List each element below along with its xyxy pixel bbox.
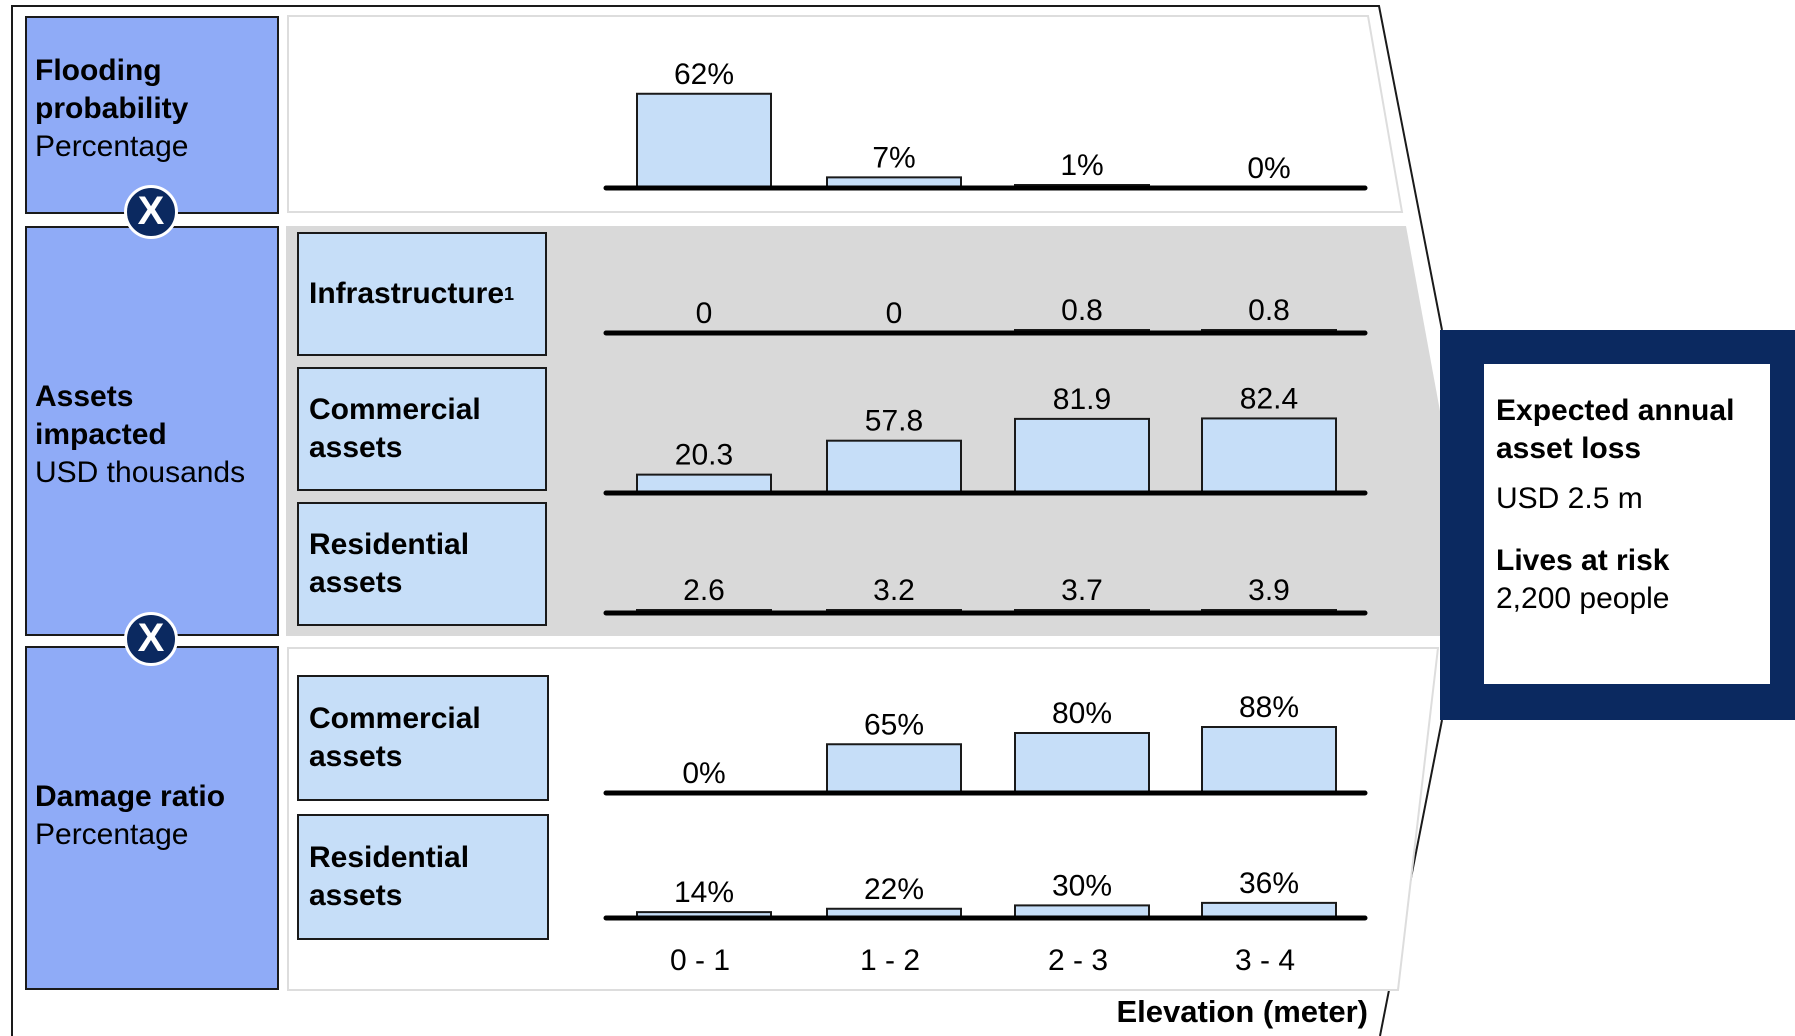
data-label: 0 <box>886 297 903 330</box>
data-label: 80% <box>1052 697 1112 730</box>
data-label: 88% <box>1239 691 1299 724</box>
category-commercial-label-2: assets <box>309 431 403 464</box>
category-commercial-damage: Commercial assets <box>297 675 549 801</box>
bar <box>636 92 772 189</box>
data-label: 0% <box>682 757 725 790</box>
lives-title: Lives at risk <box>1496 544 1670 577</box>
result-title-1: Expected annual <box>1496 394 1735 427</box>
bar <box>1201 417 1337 495</box>
category-residential-damage-label-2: assets <box>309 879 403 912</box>
x-tick-label: 2 - 3 <box>1048 944 1108 977</box>
data-label: 0.8 <box>1061 294 1103 327</box>
data-label: 82.4 <box>1240 382 1298 415</box>
category-commercial-assets: Commercial assets <box>297 367 547 491</box>
lives-value: 2,200 people <box>1496 582 1670 615</box>
damage-ratio-title: Damage ratio <box>35 780 226 813</box>
data-label: 30% <box>1052 869 1112 902</box>
data-label: 0.8 <box>1248 294 1290 327</box>
category-residential-label-2: assets <box>309 566 403 599</box>
category-commercial-damage-label-2: assets <box>309 740 403 773</box>
data-label: 14% <box>674 876 734 909</box>
data-label: 7% <box>872 141 915 174</box>
assets-impacted-unit: USD thousands <box>35 456 246 489</box>
result-value: USD 2.5 m <box>1496 482 1643 515</box>
flooding-probability-box: Flooding probability Percentage <box>25 16 279 214</box>
multiply-icon: X <box>124 612 178 666</box>
bar <box>826 743 962 794</box>
data-label: 3.2 <box>873 574 915 607</box>
x-tick-label: 3 - 4 <box>1235 944 1295 977</box>
bar <box>1201 726 1337 794</box>
category-residential-label-1: Residential <box>309 528 470 561</box>
assets-impacted-label: Assets impacted USD thousands <box>35 378 245 492</box>
category-residential-damage-label-1: Residential <box>309 841 470 874</box>
bar <box>1014 417 1150 494</box>
data-label: 3.9 <box>1248 574 1290 607</box>
flooding-probability-title: Flooding <box>35 54 162 87</box>
damage-ratio-label: Damage ratio Percentage <box>35 778 225 854</box>
category-infrastructure: Infrastructure 1 <box>297 232 547 356</box>
data-label: 22% <box>864 873 924 906</box>
data-label: 81.9 <box>1053 383 1111 416</box>
assets-band <box>286 226 1460 636</box>
data-label: 3.7 <box>1061 574 1103 607</box>
bar <box>1014 732 1150 794</box>
bar <box>826 439 962 495</box>
data-label: 20.3 <box>675 439 733 472</box>
data-label: 1% <box>1060 149 1103 182</box>
data-label: 2.6 <box>683 574 725 607</box>
data-label: 36% <box>1239 867 1299 900</box>
result-panel: Expected annual asset loss USD 2.5 m Liv… <box>1484 364 1770 684</box>
assets-impacted-title: Assets <box>35 380 134 413</box>
x-axis-title: Elevation (meter) <box>1116 994 1368 1029</box>
category-commercial-damage-label-1: Commercial <box>309 702 481 735</box>
multiply-icon: X <box>124 185 178 239</box>
flooding-probability-unit: Percentage <box>35 130 189 163</box>
data-label: 62% <box>674 58 734 91</box>
assets-impacted-box: Assets impacted USD thousands <box>25 226 279 636</box>
data-label: 57.8 <box>865 405 923 438</box>
result-title-2: asset loss <box>1496 432 1642 465</box>
category-infrastructure-label: Infrastructure <box>309 277 505 310</box>
x-tick-label: 0 - 1 <box>670 944 730 977</box>
flooding-probability-label: Flooding probability Percentage <box>35 52 188 166</box>
category-commercial-label-1: Commercial <box>309 393 481 426</box>
damage-panel <box>287 647 1440 991</box>
damage-ratio-unit: Percentage <box>35 818 189 851</box>
assets-impacted-title-2: impacted <box>35 418 167 451</box>
bar <box>636 473 772 495</box>
category-residential-damage: Residential assets <box>297 814 549 940</box>
data-label: 65% <box>864 708 924 741</box>
category-residential-assets: Residential assets <box>297 502 547 626</box>
data-label: 0 <box>696 297 713 330</box>
data-label: 0% <box>1247 152 1290 185</box>
outer-frame-line <box>11 5 1443 1036</box>
x-tick-label: 1 - 2 <box>860 944 920 977</box>
flooding-panel <box>287 15 1404 213</box>
flooding-probability-title-2: probability <box>35 92 189 125</box>
